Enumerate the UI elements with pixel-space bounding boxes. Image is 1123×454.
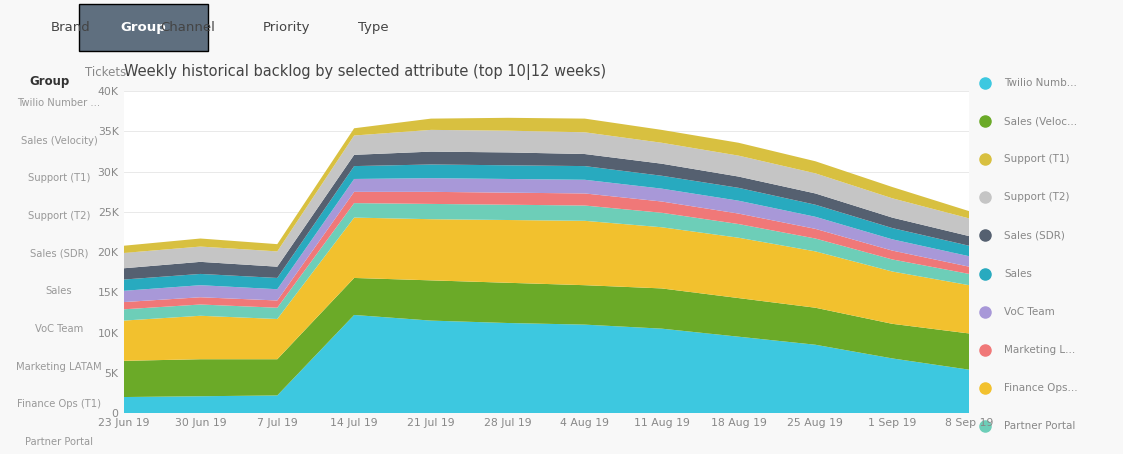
- Text: Sales (SDR): Sales (SDR): [30, 249, 88, 259]
- Text: Type: Type: [357, 21, 389, 34]
- Text: VoC Team: VoC Team: [1004, 306, 1056, 316]
- Text: Support (T1): Support (T1): [1004, 154, 1070, 164]
- Text: Sales: Sales: [1004, 268, 1032, 278]
- Text: Group: Group: [29, 75, 70, 88]
- Text: VoC Team: VoC Team: [35, 324, 83, 334]
- Text: Partner Portal: Partner Portal: [1004, 421, 1076, 431]
- FancyBboxPatch shape: [79, 5, 208, 50]
- Text: Brand: Brand: [51, 21, 90, 34]
- Text: Weekly historical backlog by selected attribute (top 10|12 weeks): Weekly historical backlog by selected at…: [124, 64, 605, 80]
- Text: Priority: Priority: [263, 21, 310, 34]
- Text: Support (T1): Support (T1): [28, 173, 90, 183]
- Text: Tickets: Tickets: [85, 66, 127, 79]
- Text: Marketing LATAM: Marketing LATAM: [16, 362, 102, 372]
- Text: Sales (Veloc...: Sales (Veloc...: [1004, 116, 1078, 126]
- Text: Channel: Channel: [161, 21, 214, 34]
- Text: Sales: Sales: [46, 286, 72, 296]
- Text: Finance Ops (T1): Finance Ops (T1): [17, 400, 101, 410]
- Text: Support (T2): Support (T2): [28, 211, 90, 221]
- Text: Finance Ops...: Finance Ops...: [1004, 383, 1078, 393]
- Text: Twilio Numb...: Twilio Numb...: [1004, 78, 1077, 88]
- Text: Group: Group: [120, 21, 166, 34]
- Text: Twilio Number ...: Twilio Number ...: [17, 98, 101, 108]
- Text: Sales (Velocity): Sales (Velocity): [20, 135, 98, 146]
- Text: Partner Portal: Partner Portal: [25, 437, 93, 447]
- Text: Sales (SDR): Sales (SDR): [1004, 231, 1066, 241]
- Text: Support (T2): Support (T2): [1004, 192, 1070, 202]
- Text: Marketing L...: Marketing L...: [1004, 345, 1076, 355]
